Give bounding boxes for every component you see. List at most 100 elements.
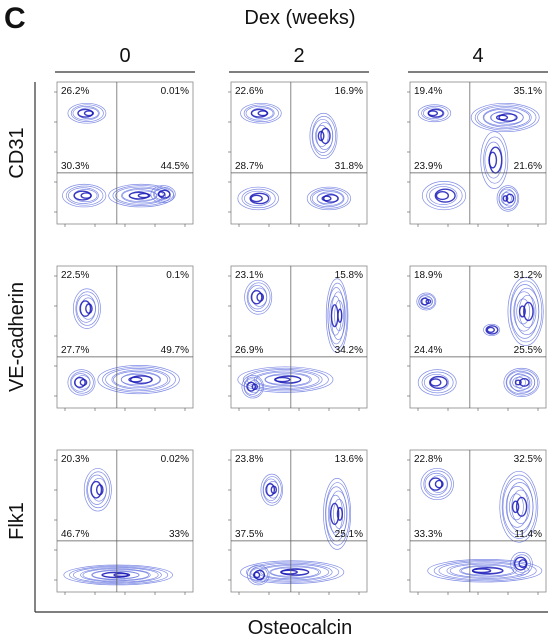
contour (246, 282, 271, 313)
contour (246, 564, 270, 586)
contour (337, 308, 343, 323)
contour (80, 192, 92, 199)
contour (311, 115, 337, 157)
contour (486, 326, 495, 334)
contour (513, 291, 535, 332)
contour (425, 298, 432, 305)
contour (95, 484, 104, 496)
contour (243, 104, 279, 123)
quadrant-percent: 15.8% (335, 270, 363, 281)
contour (434, 479, 444, 489)
quadrant-percent: 20.3% (61, 454, 89, 465)
contour (80, 567, 159, 583)
contour (488, 151, 498, 169)
contour (470, 102, 540, 133)
contour (111, 369, 169, 390)
quadrant-percent: 22.6% (235, 86, 263, 97)
contour (320, 127, 331, 145)
contour (257, 110, 269, 117)
contour (280, 569, 298, 575)
quadrant-percent: 35.1% (514, 86, 542, 97)
quadrant-percent: 33% (169, 529, 189, 540)
contour (91, 477, 107, 502)
row-label: Flk1 (6, 502, 28, 540)
contour (516, 298, 531, 325)
quadrant-percent: 26.2% (61, 86, 89, 97)
quadrant-percent: 33.3% (414, 529, 442, 540)
contour (250, 194, 263, 203)
contour (72, 106, 100, 121)
contour (427, 558, 543, 583)
contour (427, 110, 439, 117)
contour (65, 185, 104, 206)
contour (417, 104, 452, 123)
contour (80, 297, 96, 320)
contour (72, 288, 101, 329)
contour (79, 300, 92, 317)
contour (321, 195, 332, 202)
contour (509, 493, 524, 521)
contour (503, 367, 540, 397)
contour (422, 107, 445, 120)
contour (483, 323, 501, 336)
contour-plot: 19.4% 35.1% 23.9% 21.6% (407, 81, 547, 227)
contour (423, 470, 452, 498)
panel-label: C (4, 2, 26, 35)
contour (153, 186, 174, 202)
quadrant-percent: 37.5% (235, 529, 263, 540)
contour (505, 485, 529, 528)
contour (73, 376, 86, 389)
contour (426, 183, 463, 208)
quadrant-percent: 22.5% (61, 270, 89, 281)
contour (433, 560, 537, 582)
contour (334, 300, 344, 332)
contour (70, 104, 104, 123)
contour (518, 559, 528, 569)
contour (507, 277, 544, 346)
contour (243, 376, 263, 397)
contour (311, 189, 345, 208)
contour-plot: 23.1% 15.8% 26.9% 34.2% (228, 265, 368, 411)
contour (325, 482, 350, 546)
contour (422, 296, 433, 307)
contour (323, 478, 352, 550)
quadrant-percent: 0.02% (161, 454, 189, 465)
contour (251, 383, 258, 391)
contour (498, 188, 516, 209)
quadrant-percent: 0.01% (161, 86, 189, 97)
contour (306, 186, 352, 211)
contour (270, 485, 278, 495)
contour (265, 483, 276, 497)
contour (90, 480, 103, 499)
contour (329, 490, 348, 538)
contour-plot: 22.8% 32.5% 33.3% 11.4% (407, 449, 547, 595)
quadrant-percent: 0.1% (166, 270, 189, 281)
contour (329, 502, 340, 526)
contour (310, 188, 349, 209)
quadrant-percent: 44.5% (161, 161, 189, 172)
quadrant-percent: 21.6% (514, 161, 542, 172)
contour (91, 569, 150, 581)
contour (264, 373, 311, 387)
contour (273, 376, 291, 383)
contour (514, 379, 522, 386)
contour (255, 371, 312, 388)
contour (518, 305, 526, 318)
contour (514, 287, 540, 336)
contour (75, 375, 91, 390)
column-label: 0 (119, 45, 130, 67)
contour (115, 186, 166, 205)
contour (237, 186, 279, 211)
contour (506, 482, 534, 532)
contour (474, 104, 537, 131)
quadrant-percent: 31.2% (514, 270, 542, 281)
contour (249, 192, 270, 205)
plot-frame (56, 449, 194, 593)
contour (79, 378, 88, 387)
header-title: Dex (weeks) (244, 7, 355, 29)
column-label: 4 (472, 45, 483, 67)
contour (417, 369, 457, 396)
contour (315, 125, 329, 147)
contour-plot: 26.2% 0.01% 30.3% 44.5% (54, 81, 194, 227)
contour (322, 193, 339, 203)
